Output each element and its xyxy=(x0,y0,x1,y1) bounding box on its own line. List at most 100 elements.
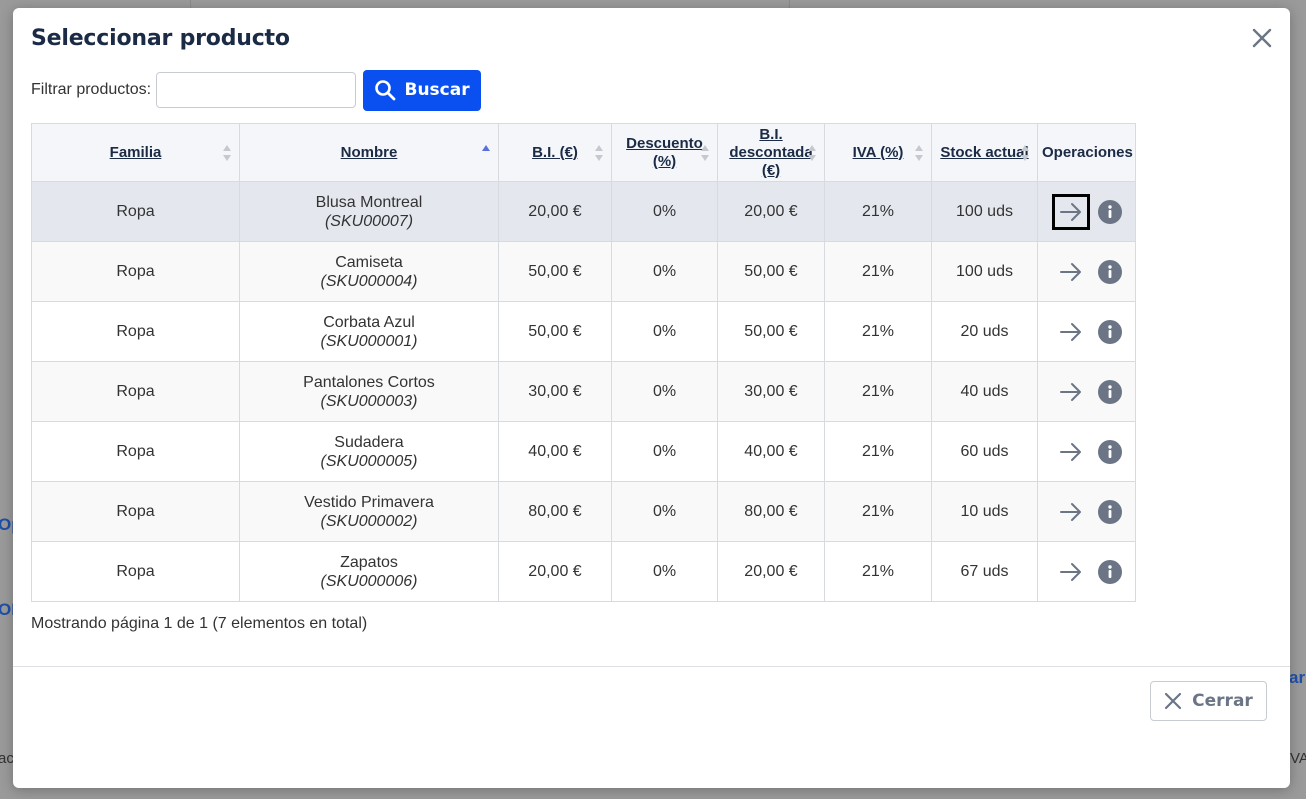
products-table: Familia Nombre B.I. (€) Descuento (%) B.I. d… xyxy=(31,123,1136,602)
close-button-label: Cerrar xyxy=(1192,691,1253,711)
product-sku: (SKU000005) xyxy=(320,452,418,470)
product-sku: (SKU000003) xyxy=(320,392,418,410)
column-header-label: Descuento (%) xyxy=(626,134,703,170)
cell-familia: Ropa xyxy=(31,361,240,422)
close-icon xyxy=(1165,692,1182,710)
info-icon[interactable] xyxy=(1097,439,1122,464)
filter-label: Filtrar productos: xyxy=(31,81,152,98)
cell-stock: 20 uds xyxy=(931,301,1038,362)
footer-divider xyxy=(13,666,1290,667)
cell-familia: Ropa xyxy=(31,481,240,542)
cell-operaciones xyxy=(1037,241,1136,302)
product-sku: (SKU000001) xyxy=(320,332,418,350)
cell-bi_desc: 40,00 € xyxy=(717,421,825,482)
product-sku: (SKU00007) xyxy=(324,212,414,230)
select-arrow-icon[interactable] xyxy=(1052,314,1090,350)
column-header-ops: Operaciones xyxy=(1037,123,1136,182)
column-header-nombre[interactable]: Nombre xyxy=(239,123,499,182)
table-row[interactable]: Ropa Vestido Primavera (SKU000002) 80,00 €0… xyxy=(31,481,1136,542)
info-icon[interactable] xyxy=(1097,319,1122,344)
select-arrow-icon[interactable] xyxy=(1052,374,1090,410)
cell-bi_desc: 80,00 € xyxy=(717,481,825,542)
cell-operaciones xyxy=(1037,481,1136,542)
info-icon[interactable] xyxy=(1097,379,1122,404)
search-button-label: Buscar xyxy=(404,80,470,100)
column-header-bi[interactable]: B.I. (€) xyxy=(498,123,612,182)
filter-products-input[interactable] xyxy=(156,72,357,108)
close-button[interactable]: Cerrar xyxy=(1150,681,1267,721)
cell-descuento: 0% xyxy=(611,361,718,422)
table-row[interactable]: Ropa Camiseta (SKU000004) 50,00 €0% 50,00 €2… xyxy=(31,241,1136,302)
cell-familia: Ropa xyxy=(31,241,240,302)
cell-operaciones xyxy=(1037,181,1136,242)
select-arrow-icon[interactable] xyxy=(1052,434,1090,470)
close-icon[interactable] xyxy=(1250,26,1274,50)
cell-descuento: 0% xyxy=(611,301,718,362)
cell-bi: 50,00 € xyxy=(498,301,612,362)
pagination-status: Mostrando página 1 de 1 (7 elementos en … xyxy=(31,615,368,632)
table-row[interactable]: Ropa Zapatos (SKU000006) 20,00 €0% 20,00 €21… xyxy=(31,541,1136,602)
select-arrow-icon[interactable] xyxy=(1051,193,1090,230)
info-icon[interactable] xyxy=(1097,259,1122,284)
cell-descuento: 0% xyxy=(611,241,718,302)
cell-familia: Ropa xyxy=(31,181,240,242)
info-icon[interactable] xyxy=(1097,499,1122,524)
column-header-iva[interactable]: IVA (%) xyxy=(824,123,932,182)
cell-nombre: Zapatos (SKU000006) xyxy=(239,541,499,602)
table-header-row: Familia Nombre B.I. (€) Descuento (%) B.I. d… xyxy=(31,123,1136,182)
modal-title: Seleccionar producto xyxy=(31,26,290,51)
column-header-bi_desc[interactable]: B.I. descontada (€) xyxy=(717,123,825,182)
background-fragment: OI xyxy=(0,600,16,619)
sort-icon[interactable] xyxy=(595,144,603,162)
cell-operaciones xyxy=(1037,541,1136,602)
filter-row: Filtrar productos: Buscar xyxy=(31,69,482,111)
cell-stock: 100 uds xyxy=(931,241,1038,302)
cell-bi: 50,00 € xyxy=(498,241,612,302)
cell-iva: 21% xyxy=(824,361,932,422)
background-fragment: ar xyxy=(1289,668,1306,687)
sort-ascending-icon[interactable] xyxy=(482,144,490,162)
info-icon[interactable] xyxy=(1097,559,1122,584)
column-header-label: Familia xyxy=(109,143,162,161)
select-arrow-icon[interactable] xyxy=(1052,554,1090,590)
table-row[interactable]: Ropa Pantalones Cortos (SKU000003) 30,00 €0… xyxy=(31,361,1136,422)
cell-operaciones xyxy=(1037,361,1136,422)
cell-operaciones xyxy=(1037,301,1136,362)
sort-icon[interactable] xyxy=(223,144,231,162)
cell-operaciones xyxy=(1037,421,1136,482)
column-header-label: Operaciones xyxy=(1042,143,1133,161)
product-name: Sudadera xyxy=(334,433,404,451)
sort-icon[interactable] xyxy=(701,144,709,162)
column-header-familia[interactable]: Familia xyxy=(31,123,240,182)
cell-bi: 80,00 € xyxy=(498,481,612,542)
cell-nombre: Blusa Montreal (SKU00007) xyxy=(239,181,499,242)
cell-bi: 30,00 € xyxy=(498,361,612,422)
cell-stock: 67 uds xyxy=(931,541,1038,602)
table-row[interactable]: Ropa Blusa Montreal (SKU00007) 20,00 €0% 20,… xyxy=(31,181,1136,242)
column-header-label: B.I. descontada (€) xyxy=(729,125,813,179)
background-fragment: VA xyxy=(1290,750,1306,767)
cell-iva: 21% xyxy=(824,481,932,542)
cell-bi_desc: 30,00 € xyxy=(717,361,825,422)
search-button[interactable]: Buscar xyxy=(363,69,482,111)
cell-iva: 21% xyxy=(824,541,932,602)
column-header-label: IVA (%) xyxy=(852,143,904,161)
cell-stock: 40 uds xyxy=(931,361,1038,422)
product-name: Camiseta xyxy=(335,253,403,271)
info-icon[interactable] xyxy=(1097,199,1122,224)
cell-familia: Ropa xyxy=(31,541,240,602)
column-header-stock[interactable]: Stock actual xyxy=(931,123,1038,182)
table-row[interactable]: Ropa Corbata Azul (SKU000001) 50,00 €0% 50,0… xyxy=(31,301,1136,362)
sort-icon[interactable] xyxy=(808,144,816,162)
sort-icon[interactable] xyxy=(1021,144,1029,162)
column-header-descuento[interactable]: Descuento (%) xyxy=(611,123,718,182)
cell-bi: 40,00 € xyxy=(498,421,612,482)
select-arrow-icon[interactable] xyxy=(1052,494,1090,530)
table-row[interactable]: Ropa Sudadera (SKU000005) 40,00 €0% 40,00 €2… xyxy=(31,421,1136,482)
cell-bi_desc: 50,00 € xyxy=(717,301,825,362)
cell-iva: 21% xyxy=(824,421,932,482)
cell-stock: 100 uds xyxy=(931,181,1038,242)
cell-descuento: 0% xyxy=(611,541,718,602)
sort-icon[interactable] xyxy=(915,144,923,162)
select-arrow-icon[interactable] xyxy=(1052,254,1090,290)
